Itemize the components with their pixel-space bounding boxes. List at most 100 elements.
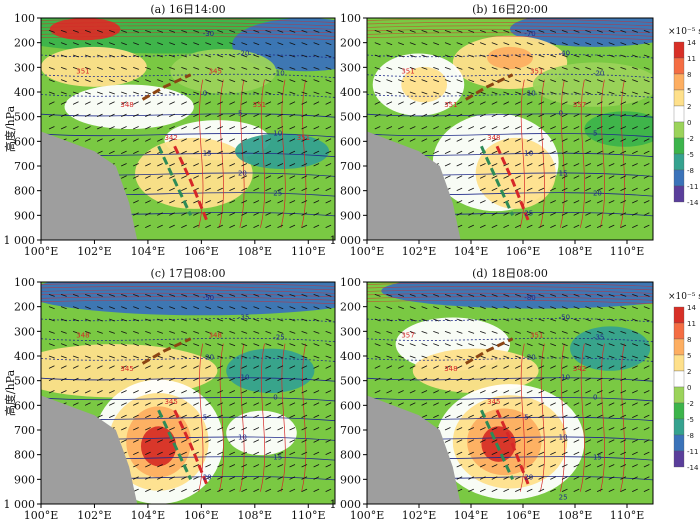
wind-barb	[409, 54, 416, 58]
wind-barb	[503, 488, 510, 493]
wind-barb	[289, 54, 296, 58]
wind-barb	[169, 377, 175, 382]
wind-barb	[205, 306, 212, 310]
wind-barb	[108, 126, 115, 130]
colorbar-tick-label: -11	[687, 183, 698, 191]
vorticity-field	[367, 18, 653, 240]
wind-label: -50	[559, 314, 570, 322]
wind-barb	[573, 42, 580, 46]
wind-barb	[561, 365, 568, 369]
colorbar-segment	[673, 169, 685, 187]
wind-barb	[643, 224, 650, 229]
wind-barb	[181, 187, 187, 192]
wind-barb	[253, 150, 260, 155]
wind-barb	[313, 390, 320, 394]
wind-barb	[289, 91, 296, 95]
wind-barb	[386, 113, 393, 118]
wind-barb	[643, 101, 650, 105]
wind-barb	[643, 377, 650, 382]
field-blob	[481, 426, 516, 462]
wind-barb	[325, 150, 332, 155]
wind-barb	[479, 200, 486, 204]
wind-barb	[608, 200, 615, 204]
wind-barb	[632, 79, 638, 83]
wind-barb	[84, 138, 91, 142]
wind-barb	[421, 414, 428, 419]
wind-barb	[374, 66, 381, 70]
wind-barb	[48, 54, 55, 58]
wind-barb	[325, 377, 332, 382]
wind-barb	[229, 113, 236, 118]
wind-barb	[133, 91, 139, 95]
theta-e-label: 342	[573, 365, 586, 373]
wind-barb	[169, 318, 176, 322]
wind-barb	[433, 330, 440, 334]
wind-barb	[561, 175, 568, 179]
theta-e-label: 348	[487, 134, 500, 142]
colorbar-segment	[673, 450, 685, 468]
wind-barb	[526, 66, 533, 70]
wind-barb	[265, 427, 272, 431]
wind-barb	[526, 224, 533, 229]
y-tick-label: 1 000	[4, 234, 36, 247]
theta-e-contour	[367, 282, 653, 287]
wind-barb	[526, 101, 533, 105]
wind-barb	[374, 330, 381, 334]
wind-barb	[193, 150, 199, 155]
wind-barb	[479, 126, 486, 130]
wind-barb	[444, 42, 451, 46]
wind-barb	[277, 187, 284, 192]
wind-barb	[301, 402, 308, 406]
wind-barb	[301, 200, 308, 204]
wind-contour	[41, 397, 335, 402]
wind-barb	[205, 365, 211, 369]
wind-barb	[205, 414, 211, 419]
wind-barb	[421, 402, 428, 406]
wind-barb	[193, 126, 199, 130]
wind-barb	[608, 451, 615, 456]
y-tick-label: 600	[14, 399, 35, 412]
wind-barb	[608, 306, 615, 310]
wind-barb	[277, 126, 284, 130]
wind-barb	[456, 91, 463, 95]
wind-label: 20	[203, 474, 212, 482]
wind-barb	[409, 343, 416, 347]
wind-barb	[573, 54, 580, 58]
wind-barb	[205, 402, 211, 406]
wind-barb	[596, 464, 603, 468]
wind-barb	[468, 318, 475, 322]
wind-barb	[491, 377, 498, 382]
wind-barb	[121, 175, 127, 179]
wind-barb	[301, 355, 308, 359]
wind-barb	[573, 101, 580, 105]
wind-barb	[515, 451, 521, 456]
x-tick-label: 110°E	[291, 245, 326, 258]
wind-barb	[620, 126, 627, 130]
wind-barb	[133, 163, 139, 167]
colorbar-segment	[673, 418, 685, 436]
shear-line	[157, 409, 193, 480]
wind-label: 20	[524, 474, 533, 482]
theta-e-contour	[301, 343, 307, 492]
wind-barb	[193, 29, 200, 33]
wind-barb	[456, 113, 463, 118]
wind-label: -35	[238, 314, 249, 322]
y-tick-label: 400	[340, 350, 361, 363]
wind-barb	[277, 293, 284, 297]
wind-barb	[181, 293, 188, 297]
wind-barb	[386, 318, 393, 322]
wind-barb	[96, 318, 103, 322]
wind-barb	[433, 343, 440, 347]
wind-barb	[301, 318, 308, 322]
wind-barb	[181, 355, 188, 359]
wind-barb	[96, 414, 103, 419]
wind-barb	[479, 29, 486, 33]
wind-barb	[608, 293, 615, 297]
y-tick-label: 700	[340, 160, 361, 173]
wind-barb	[121, 113, 127, 118]
theta-e-contour	[41, 289, 335, 294]
wind-barb	[265, 175, 272, 179]
wind-barb	[479, 138, 486, 142]
wind-barb	[550, 126, 556, 130]
